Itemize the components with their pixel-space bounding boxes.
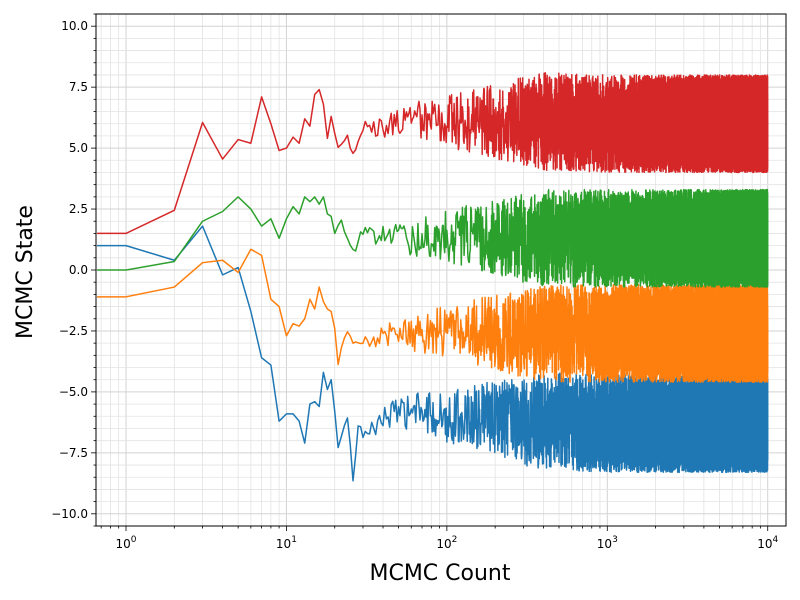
y-axis-title: MCMC State [13,205,38,339]
x-axis-title: MCMC Count [369,561,510,586]
y-tick-label: 10.0 [61,19,88,33]
y-tick-label: −5.0 [59,385,88,399]
y-tick-label: −10.0 [51,507,88,521]
y-tick-label: 0.0 [69,263,88,277]
y-tick-label: −7.5 [59,446,88,460]
y-tick-label: 2.5 [69,202,88,216]
y-tick-label: 5.0 [69,141,88,155]
y-tick-label: 7.5 [69,80,88,94]
y-tick-label: −2.5 [59,324,88,338]
